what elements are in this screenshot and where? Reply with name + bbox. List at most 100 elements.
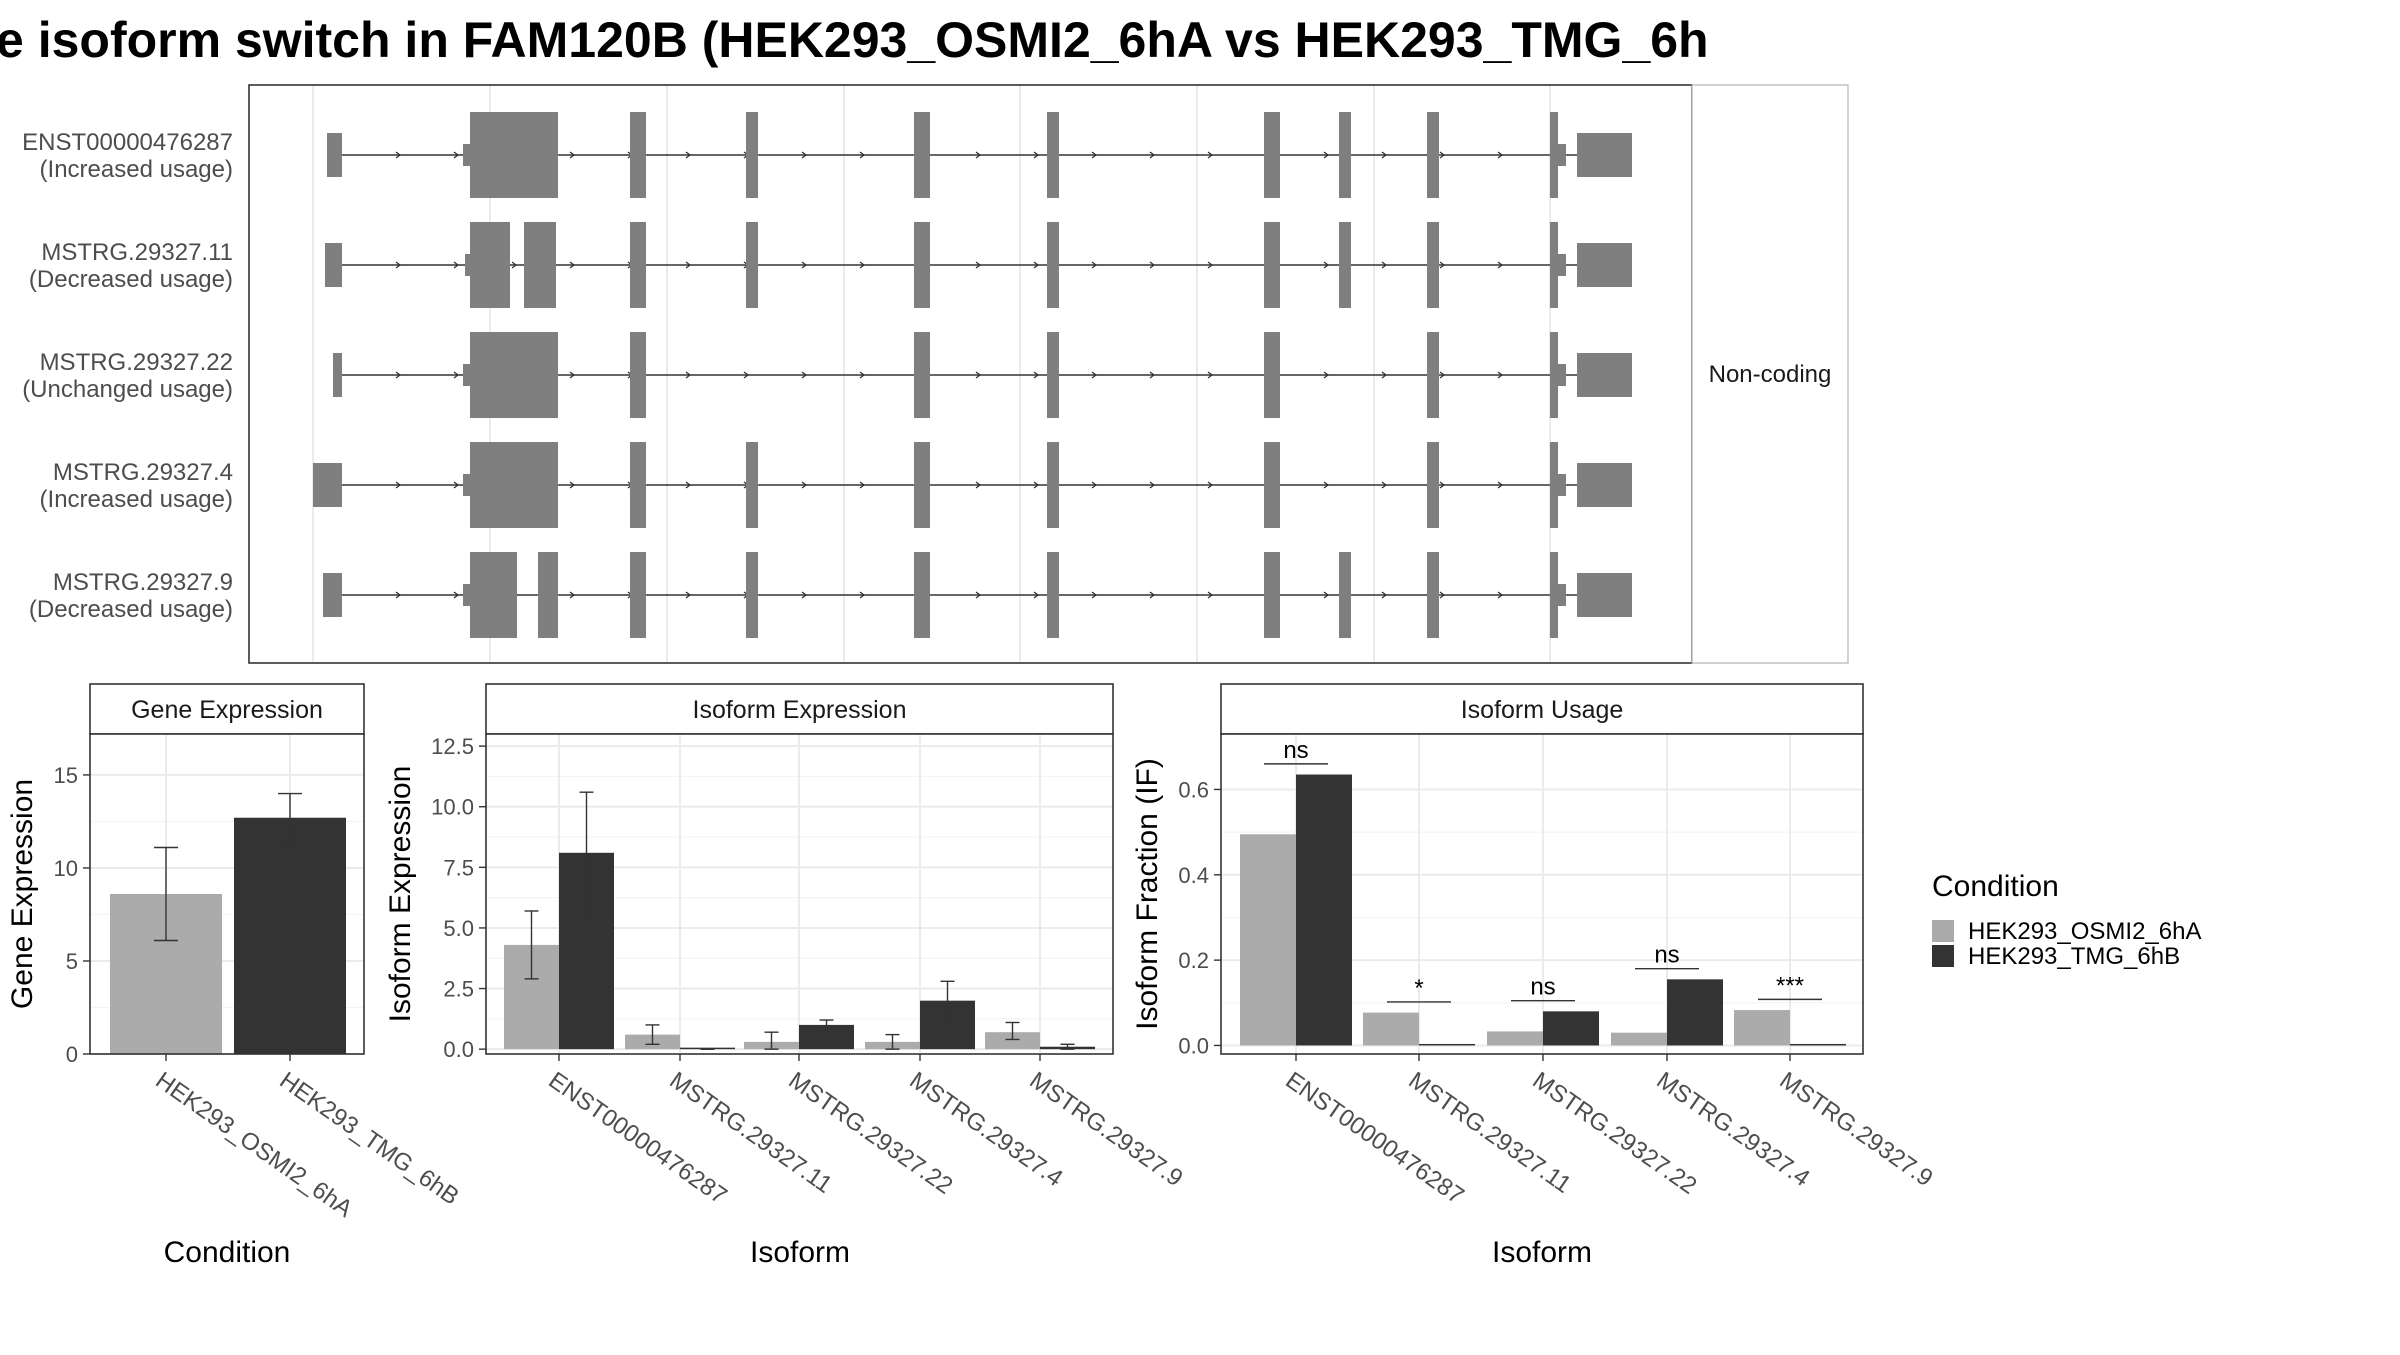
direction-arrow (1497, 371, 1504, 379)
significance-label: *** (1776, 972, 1804, 999)
direction-arrow (1323, 591, 1330, 599)
y-axis-title: Isoform Expression (384, 766, 417, 1023)
exon (630, 552, 646, 638)
exon (1427, 222, 1439, 308)
legend-title: Condition (1932, 870, 2059, 903)
direction-arrow (569, 261, 576, 269)
exon (746, 442, 758, 528)
exon (1047, 332, 1059, 418)
panel-frame (89, 733, 365, 1055)
transcript-row (313, 442, 1632, 528)
utr-exon (333, 353, 342, 397)
bar (1240, 834, 1296, 1046)
bar (1419, 1043, 1475, 1046)
bar (680, 1047, 735, 1050)
transcript-usage-label: (Increased usage) (40, 156, 233, 183)
legend-swatch-a (1932, 920, 1954, 942)
direction-arrow (975, 481, 982, 489)
legend: Condition HEK293_OSMI2_6hA HEK293_TMG_6h… (1932, 870, 2201, 970)
direction-arrow (801, 261, 808, 269)
direction-arrow (1381, 261, 1388, 269)
direction-arrow (685, 371, 692, 379)
bar (1296, 774, 1352, 1046)
exon (470, 552, 517, 638)
direction-arrow (1149, 481, 1156, 489)
bar (1667, 979, 1723, 1046)
bar-panel: Isoform Expression0.02.55.07.510.012.5EN… (384, 683, 1188, 1269)
exon (746, 222, 758, 308)
direction-arrow (1033, 151, 1040, 159)
direction-arrow (453, 151, 460, 159)
direction-arrow (1497, 481, 1504, 489)
y-tick-label: 2.5 (443, 977, 474, 1002)
direction-arrow (975, 261, 982, 269)
exon (914, 552, 930, 638)
exon (465, 254, 470, 276)
direction-arrow (1091, 481, 1098, 489)
exon (470, 332, 558, 418)
direction-arrow (1323, 371, 1330, 379)
utr-exon (1558, 584, 1566, 606)
exon (470, 112, 558, 198)
exon (1264, 332, 1280, 418)
direction-arrow (743, 371, 750, 379)
direction-arrow (395, 371, 402, 379)
y-tick-label: 7.5 (443, 855, 474, 880)
exon (630, 442, 646, 528)
exon (1550, 112, 1558, 198)
direction-arrow (685, 151, 692, 159)
direction-arrow (975, 371, 982, 379)
direction-arrow (569, 481, 576, 489)
direction-arrow (975, 591, 982, 599)
utr-exon (325, 243, 342, 287)
direction-arrow (453, 591, 460, 599)
direction-arrow (859, 591, 866, 599)
bar-panel: Gene Expression051015HEK293_OSMI2_6hAHEK… (6, 683, 464, 1269)
y-tick-label: 0 (66, 1042, 78, 1067)
direction-arrow (1207, 481, 1214, 489)
exon (1339, 222, 1351, 308)
exon (1339, 112, 1351, 198)
exon (1550, 332, 1558, 418)
legend-swatch-b (1932, 945, 1954, 967)
exon (1047, 112, 1059, 198)
direction-arrow (1439, 261, 1446, 269)
exon (1264, 552, 1280, 638)
direction-arrow (1381, 591, 1388, 599)
x-tick-label: HEK293_OSMI2_6hA (151, 1067, 358, 1223)
y-tick-label: 0.6 (1178, 777, 1209, 802)
transcript-rows (313, 112, 1632, 638)
direction-arrow (1207, 371, 1214, 379)
legend-label-b: HEK293_TMG_6hB (1968, 943, 2180, 970)
direction-arrow (1091, 151, 1098, 159)
direction-arrow (395, 151, 402, 159)
bar (1734, 1010, 1790, 1046)
exon (1047, 222, 1059, 308)
direction-arrow (685, 591, 692, 599)
transcript-id-label: MSTRG.29327.9 (53, 569, 233, 596)
exon (1550, 222, 1558, 308)
transcript-row (323, 552, 1632, 638)
exon (1427, 112, 1439, 198)
transcript-row (327, 112, 1632, 198)
direction-arrow (1149, 591, 1156, 599)
direction-arrow (1381, 151, 1388, 159)
bar (1543, 1011, 1599, 1046)
exon (538, 552, 558, 638)
transcript-usage-label: (Unchanged usage) (22, 376, 233, 403)
y-tick-label: 0.4 (1178, 863, 1209, 888)
direction-arrow (1323, 151, 1330, 159)
direction-arrow (1091, 261, 1098, 269)
direction-arrow (453, 371, 460, 379)
exon (630, 222, 646, 308)
exon (1550, 442, 1558, 528)
direction-arrow (801, 371, 808, 379)
bar (985, 1032, 1040, 1050)
direction-arrow (1149, 371, 1156, 379)
utr-exon (1577, 243, 1632, 287)
direction-arrow (1439, 591, 1446, 599)
direction-arrow (685, 481, 692, 489)
direction-arrow (569, 371, 576, 379)
